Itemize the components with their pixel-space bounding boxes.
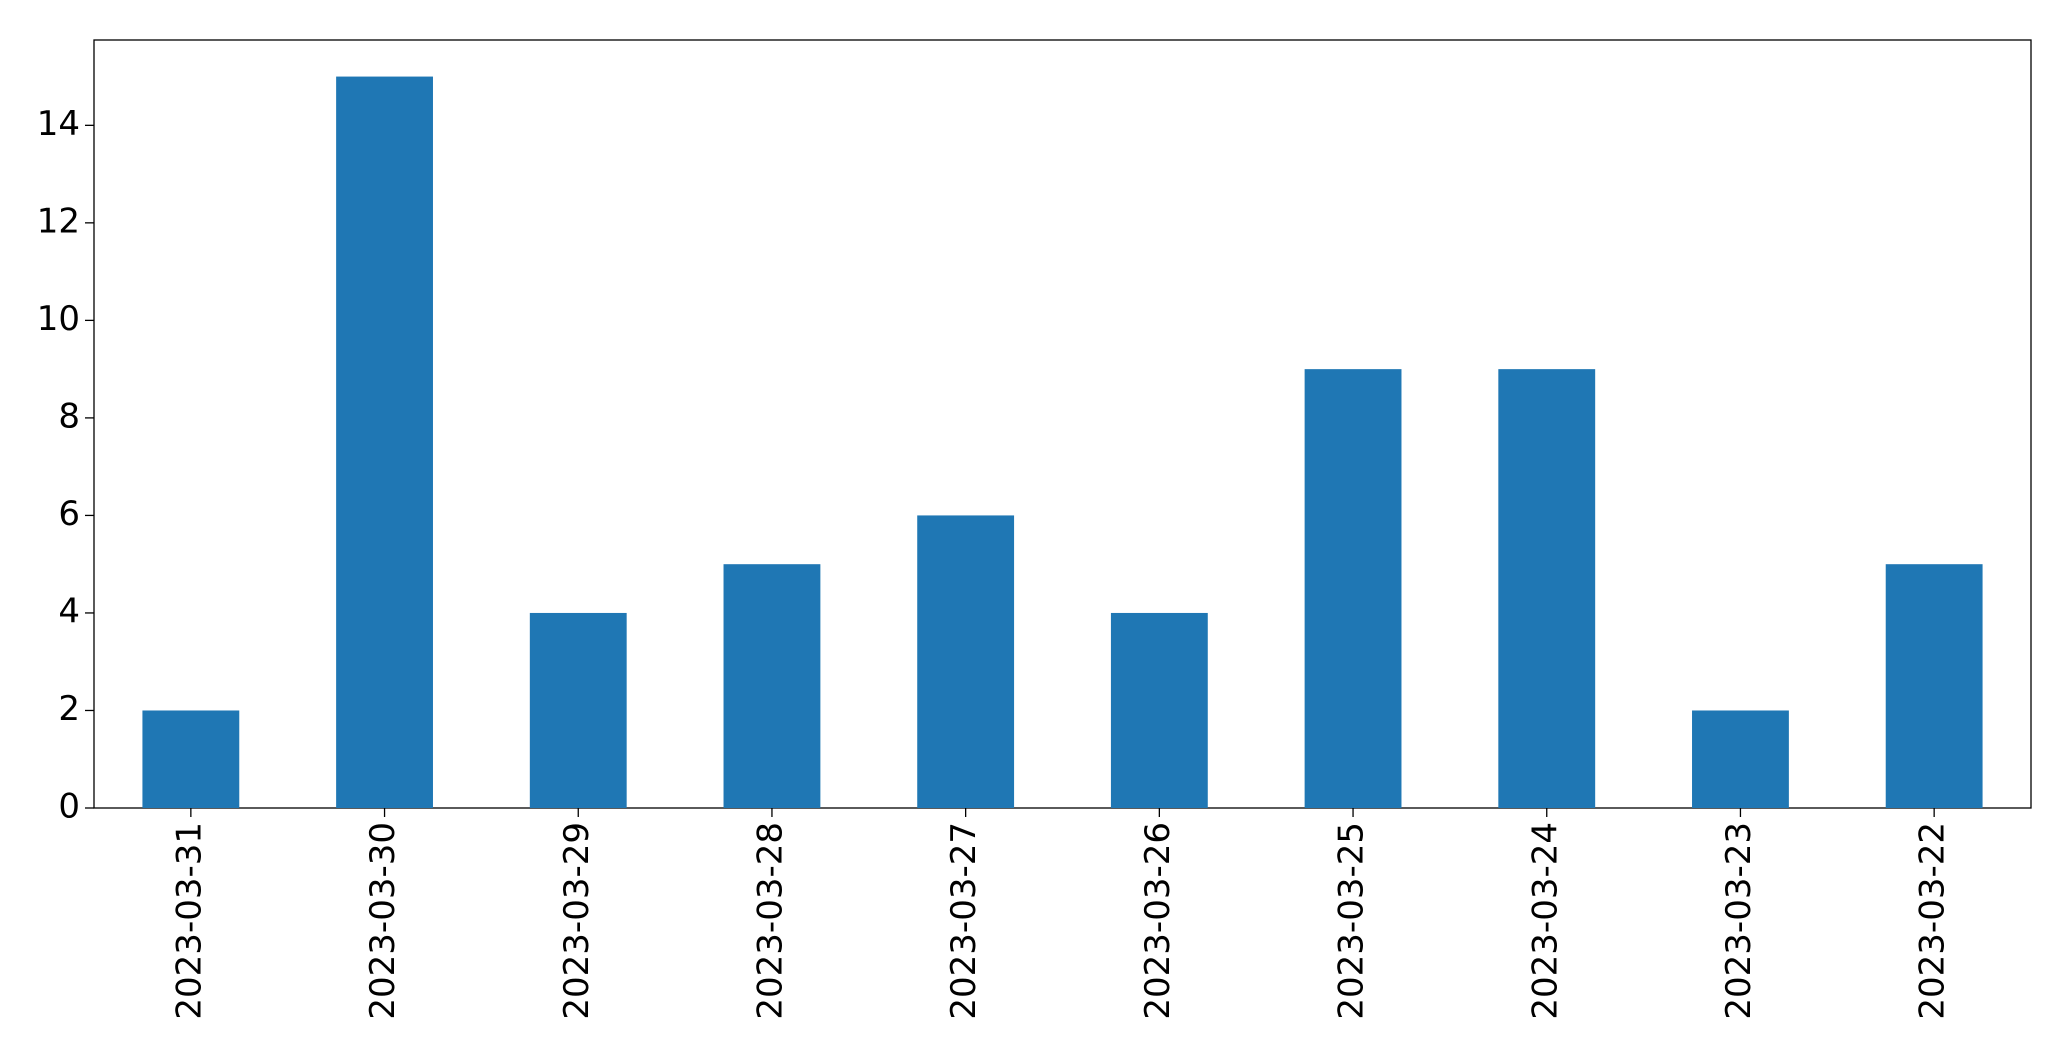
x-tick-label: 2023-03-26 [1138, 822, 1178, 1020]
y-tick-label: 8 [58, 396, 80, 436]
bar [723, 564, 821, 808]
x-tick-label: 2023-03-31 [169, 822, 209, 1020]
y-tick-label: 6 [58, 494, 80, 534]
x-tick-label: 2023-03-27 [944, 822, 984, 1020]
x-tick-label: 2023-03-28 [750, 822, 790, 1020]
x-tick-label: 2023-03-30 [363, 822, 403, 1020]
bar [529, 612, 627, 808]
x-tick-label: 2023-03-25 [1332, 822, 1372, 1020]
x-tick-label: 2023-03-29 [557, 822, 597, 1020]
bar [1498, 369, 1596, 808]
bar [1304, 369, 1402, 808]
y-tick-label: 10 [37, 299, 80, 339]
bar [1885, 564, 1983, 808]
x-tick-label: 2023-03-24 [1525, 822, 1565, 1020]
y-tick-label: 0 [58, 787, 80, 827]
bar [142, 710, 240, 808]
bar [336, 76, 433, 809]
bar [917, 515, 1015, 808]
bar [1692, 710, 1789, 808]
bar [1110, 612, 1208, 808]
x-tick-label: 2023-03-22 [1913, 822, 1953, 1020]
y-tick-label: 14 [37, 104, 80, 144]
x-tick-label: 2023-03-23 [1719, 822, 1759, 1020]
y-tick-label: 12 [37, 201, 80, 241]
y-tick-label: 4 [58, 591, 80, 631]
plot-frame [93, 39, 2032, 809]
y-tick-label: 2 [58, 689, 80, 729]
